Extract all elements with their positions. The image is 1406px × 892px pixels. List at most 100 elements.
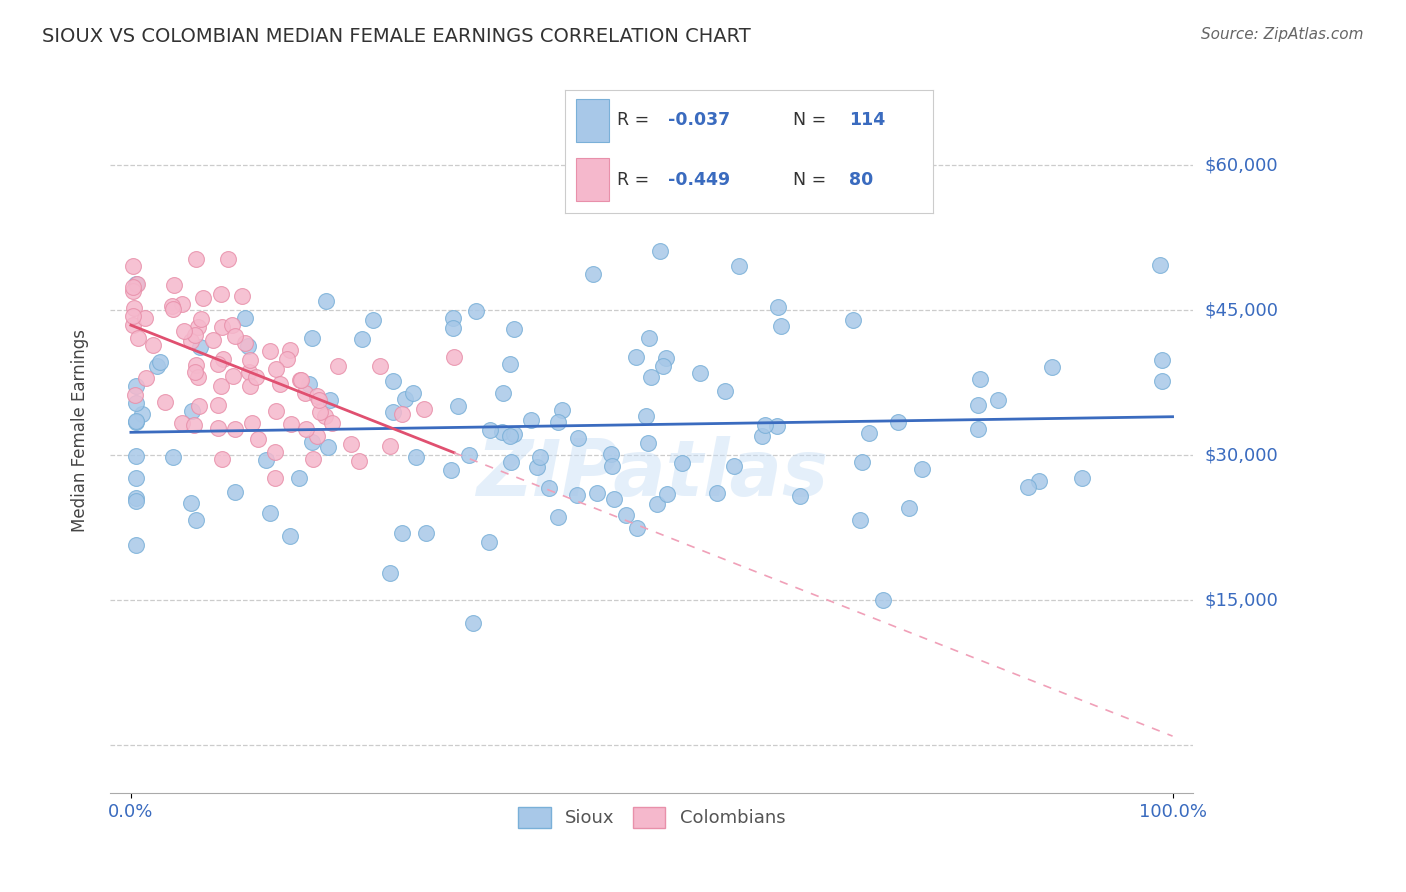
Point xyxy=(567,431,589,445)
Point xyxy=(256,453,278,467)
Point xyxy=(122,301,145,315)
Y-axis label: Median Female Earnings: Median Female Earnings xyxy=(72,329,89,533)
Point xyxy=(441,321,464,335)
Point xyxy=(391,407,413,421)
Point xyxy=(188,399,211,413)
Point xyxy=(124,388,146,402)
Point xyxy=(492,385,515,400)
Point xyxy=(1149,258,1171,272)
Point xyxy=(280,417,302,432)
Point xyxy=(754,418,776,433)
Point xyxy=(173,324,195,338)
Point xyxy=(478,534,501,549)
Point xyxy=(186,370,208,384)
Point xyxy=(264,361,287,376)
Point xyxy=(217,252,239,267)
Point xyxy=(529,450,551,464)
Point xyxy=(382,375,405,389)
Point xyxy=(966,421,988,435)
Point xyxy=(402,386,425,401)
Point xyxy=(125,493,148,508)
Point xyxy=(236,339,259,353)
Text: $30,000: $30,000 xyxy=(1205,446,1278,464)
Point xyxy=(706,485,728,500)
Point xyxy=(184,328,207,343)
Point xyxy=(186,358,208,372)
Point xyxy=(239,379,262,393)
Point xyxy=(600,447,623,461)
Point xyxy=(842,313,865,327)
Point xyxy=(443,350,465,364)
Point xyxy=(316,440,339,454)
Text: Source: ZipAtlas.com: Source: ZipAtlas.com xyxy=(1201,27,1364,42)
Point xyxy=(290,373,312,387)
Point xyxy=(766,301,789,315)
Point xyxy=(221,318,243,332)
Point xyxy=(491,425,513,440)
Point xyxy=(413,402,436,417)
Point xyxy=(382,405,405,419)
Point xyxy=(526,459,548,474)
Point xyxy=(290,374,312,388)
Point xyxy=(155,395,177,409)
Point xyxy=(671,456,693,470)
Point xyxy=(301,331,323,345)
Point xyxy=(263,444,285,458)
Point xyxy=(246,432,269,446)
Point xyxy=(233,310,256,325)
Point xyxy=(245,369,267,384)
Point xyxy=(188,340,211,354)
Point xyxy=(1018,481,1040,495)
Point xyxy=(181,404,204,418)
Point xyxy=(238,365,260,379)
Point xyxy=(1152,353,1174,368)
Point xyxy=(125,491,148,505)
Point xyxy=(614,508,637,522)
Point xyxy=(458,448,481,462)
Point xyxy=(645,497,668,511)
Point xyxy=(872,593,894,607)
Point xyxy=(239,353,262,368)
Point xyxy=(502,322,524,336)
Point xyxy=(328,359,350,373)
Point xyxy=(766,419,789,434)
Point xyxy=(637,436,659,450)
Point xyxy=(294,422,316,436)
Point xyxy=(585,486,607,500)
Point xyxy=(378,566,401,580)
Point xyxy=(600,458,623,473)
Point xyxy=(582,268,605,282)
Point xyxy=(648,244,671,258)
Point xyxy=(897,501,920,516)
Point xyxy=(655,487,678,501)
Point xyxy=(394,392,416,406)
Point xyxy=(149,355,172,369)
Point xyxy=(363,313,385,327)
Point xyxy=(183,417,205,432)
Point xyxy=(502,427,524,442)
Point xyxy=(415,525,437,540)
Point xyxy=(162,450,184,464)
Point xyxy=(125,413,148,427)
Point xyxy=(131,407,153,421)
Point xyxy=(233,336,256,351)
Point xyxy=(319,392,342,407)
Point xyxy=(602,492,624,507)
Point xyxy=(224,485,246,500)
Point xyxy=(479,423,502,437)
Point xyxy=(440,463,463,477)
Point xyxy=(162,301,184,316)
Point xyxy=(1152,374,1174,388)
Point xyxy=(1070,471,1092,485)
Point xyxy=(858,426,880,441)
Point xyxy=(464,304,486,318)
Point xyxy=(499,357,522,371)
Point xyxy=(125,379,148,393)
Point xyxy=(499,455,522,469)
Point xyxy=(314,409,336,423)
Point xyxy=(547,509,569,524)
Point xyxy=(1028,474,1050,488)
Point xyxy=(350,332,373,346)
Point xyxy=(186,513,208,527)
Point xyxy=(851,455,873,469)
